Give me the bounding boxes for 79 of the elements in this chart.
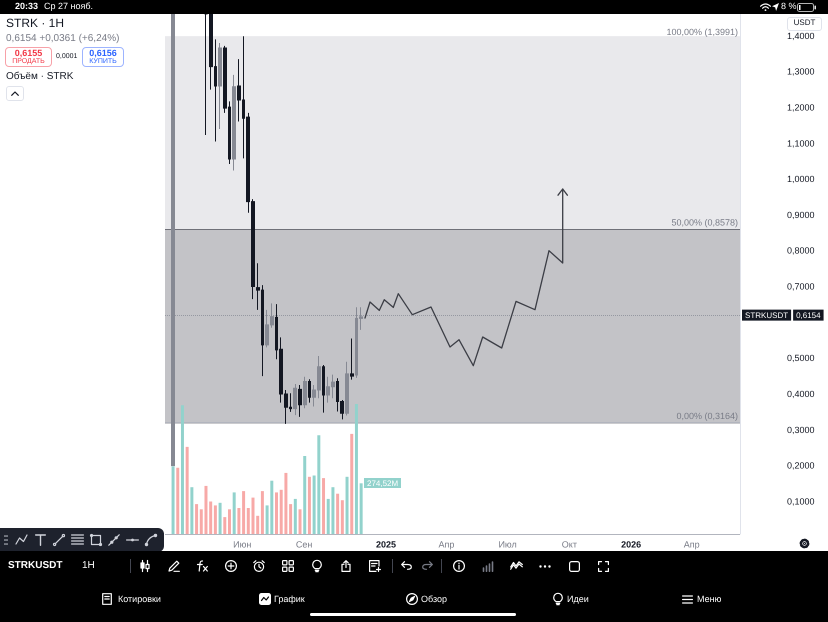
y-tick-label: 0,3000 bbox=[787, 424, 815, 435]
bar bbox=[186, 446, 189, 534]
candlestick bbox=[171, 14, 175, 466]
ref-line-label: 50,00% (0,8578) bbox=[671, 218, 738, 228]
candlestick bbox=[345, 361, 349, 416]
bar bbox=[317, 435, 320, 534]
bar bbox=[266, 505, 269, 534]
y-tick-label: 1,3000 bbox=[787, 66, 815, 77]
bar bbox=[312, 476, 316, 534]
text: STRK · 1H bbox=[6, 16, 64, 31]
candlestick bbox=[232, 74, 236, 171]
text: Ср 27 нояб. bbox=[44, 1, 94, 12]
bar bbox=[308, 476, 311, 534]
bar bbox=[214, 505, 217, 534]
bar bbox=[331, 487, 334, 534]
y-tick-label: 0,8000 bbox=[787, 246, 815, 256]
text: Котировки bbox=[118, 594, 161, 604]
text: Меню bbox=[697, 594, 722, 604]
bar bbox=[176, 468, 180, 534]
annotation: 274,52M bbox=[364, 478, 402, 488]
y-tick-label: 1,4000 bbox=[787, 30, 815, 41]
bar bbox=[346, 476, 349, 534]
candlestick bbox=[298, 384, 302, 418]
bar bbox=[195, 504, 198, 534]
y-tick-label: 0,1000 bbox=[787, 496, 815, 506]
x-tick-label: Окт bbox=[562, 540, 577, 550]
bar bbox=[260, 491, 264, 534]
ref-line-label: STRKUSDT 0,6154 bbox=[745, 311, 822, 320]
x-tick-label: Апр bbox=[438, 540, 454, 550]
candlestick bbox=[218, 42, 222, 130]
y-tick-label: 1,0000 bbox=[787, 174, 815, 184]
text: Обзор bbox=[421, 594, 447, 604]
text: 20:33 bbox=[15, 1, 38, 12]
bar bbox=[340, 500, 344, 534]
bar bbox=[172, 466, 175, 534]
text: 1H bbox=[82, 560, 95, 572]
x-tick-label: Июн bbox=[233, 540, 252, 550]
x-tick-label: Апр bbox=[684, 540, 700, 550]
bar bbox=[303, 456, 306, 534]
text: Объём · STRK bbox=[6, 71, 74, 82]
bar bbox=[190, 487, 194, 534]
x-tick-label: Июл bbox=[498, 540, 517, 550]
bar bbox=[336, 494, 340, 534]
text: 0,6155 bbox=[14, 48, 44, 58]
bar bbox=[326, 498, 330, 534]
y-tick-label: 0,2000 bbox=[787, 460, 815, 471]
y-tick-label: 1,2000 bbox=[787, 102, 815, 112]
bar bbox=[270, 480, 274, 534]
x-tick-label: 2026 bbox=[621, 540, 642, 550]
bar bbox=[232, 492, 236, 534]
ref-line-label: 0,00% (0,3164) bbox=[676, 411, 738, 422]
text: 0,6154 +0,0361 (+6,24%) bbox=[6, 33, 120, 44]
candlestick bbox=[350, 338, 354, 380]
text: 8 % bbox=[781, 1, 797, 12]
bar bbox=[218, 502, 222, 534]
x-tick-label: 2025 bbox=[376, 540, 396, 550]
bar bbox=[275, 492, 278, 534]
bar bbox=[350, 434, 354, 534]
bar bbox=[228, 509, 231, 534]
y-tick-label: 1,1000 bbox=[787, 138, 815, 148]
candlestick bbox=[303, 376, 307, 409]
text: График bbox=[274, 594, 305, 604]
bar bbox=[322, 478, 326, 534]
candlestick bbox=[322, 364, 325, 414]
candlestick bbox=[293, 383, 297, 416]
y-tick-label: 0,5000 bbox=[787, 353, 815, 364]
text: USDT bbox=[792, 18, 816, 28]
y-tick-label: 0,9000 bbox=[787, 210, 815, 220]
y-tick-label: 0,7000 bbox=[787, 282, 815, 292]
annotation: 100,00% (1,3991) bbox=[666, 27, 738, 38]
text: 0,6156 bbox=[88, 48, 118, 58]
bar bbox=[180, 405, 184, 534]
candlestick bbox=[308, 378, 311, 404]
bar bbox=[294, 498, 297, 534]
x-tick-label: Сен bbox=[296, 540, 312, 550]
bar bbox=[298, 509, 302, 534]
y-tick-label: 0,4000 bbox=[787, 388, 815, 399]
text: STRKUSDT bbox=[8, 560, 62, 572]
text: Идеи bbox=[567, 594, 589, 604]
